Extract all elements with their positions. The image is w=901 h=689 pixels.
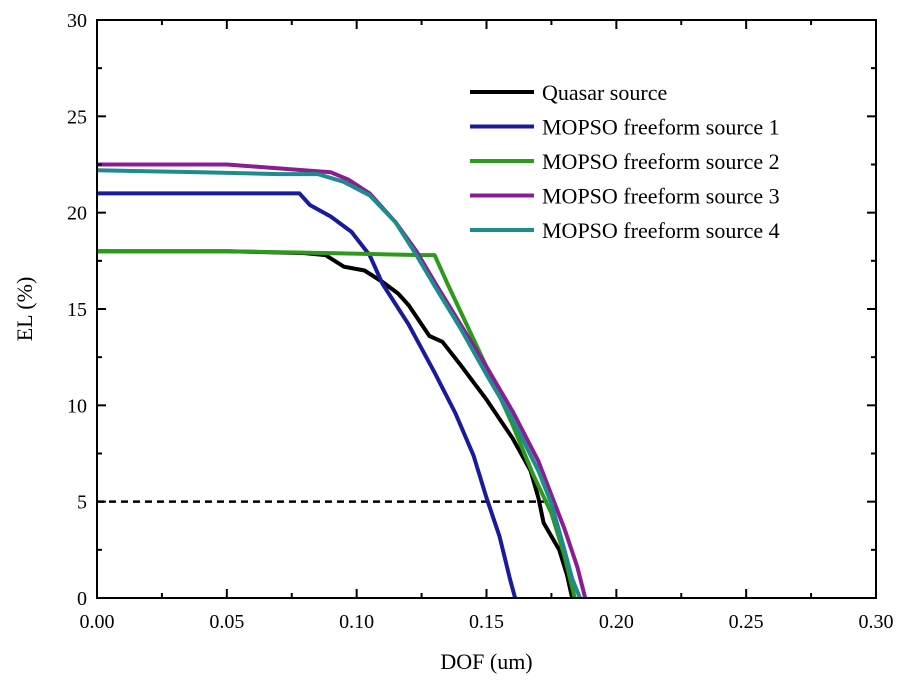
series-line-5	[96, 168, 582, 599]
y-axis: 0 5 10 15 20 25 30	[67, 10, 876, 610]
y-axis-title: EL (%)	[12, 277, 37, 342]
legend: Quasar source MOPSO freeform source 1 MOPS…	[470, 80, 780, 243]
y-tick-label: 5	[77, 492, 87, 514]
legend-label: MOPSO freeform source 2	[542, 149, 780, 174]
legend-label: Quasar source	[542, 80, 667, 105]
y-tick-label: 15	[67, 299, 87, 321]
x-tick-label: 0.05	[209, 611, 244, 633]
x-tick-label: 0.10	[339, 611, 374, 633]
series-line-1	[97, 249, 575, 599]
x-axis-title: DOF (um)	[440, 649, 532, 674]
legend-label: MOPSO freeform source 1	[542, 115, 780, 140]
legend-label: MOPSO freeform source 3	[542, 184, 780, 209]
series-layer	[96, 162, 588, 599]
x-tick-label: 0.20	[599, 611, 634, 633]
plot-frame	[96, 19, 877, 599]
x-tick-label: 0.15	[469, 611, 504, 633]
y-tick-label: 25	[67, 106, 87, 128]
y-tick-label: 20	[67, 203, 87, 225]
x-tick-label: 0.30	[859, 611, 894, 633]
x-tick-label: 0.25	[729, 611, 764, 633]
series-line-2	[97, 191, 518, 599]
y-tick-label: 10	[67, 395, 87, 417]
series-line-3	[97, 249, 577, 599]
x-tick-label: 0.00	[80, 611, 115, 633]
y-tick-label: 0	[77, 588, 87, 610]
legend-label: MOPSO freeform source 4	[542, 218, 780, 243]
x-axis: 0.00 0.05 0.10 0.15 0.20 0.25 0.30	[80, 20, 894, 633]
y-tick-label: 30	[67, 10, 87, 32]
